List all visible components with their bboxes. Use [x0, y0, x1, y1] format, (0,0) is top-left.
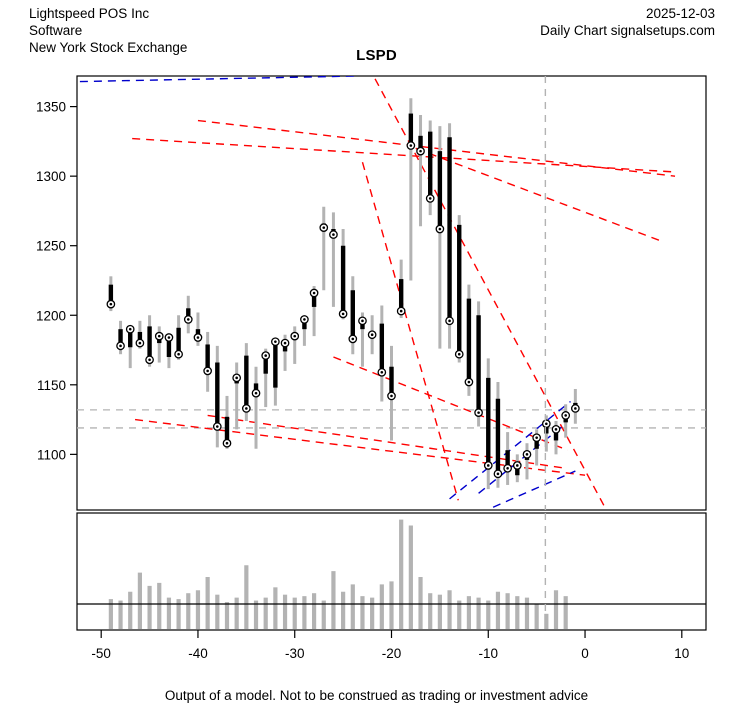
trendline-resistance-8 — [333, 356, 568, 451]
close-dot — [274, 340, 277, 343]
close-dot — [361, 319, 364, 323]
close-dot — [409, 144, 413, 147]
close-dot — [545, 422, 548, 426]
x-tick-label: -40 — [188, 646, 208, 661]
sector-name: Software — [29, 23, 83, 38]
close-dot — [574, 407, 577, 410]
y-tick-label: 1350 — [36, 100, 66, 115]
close-dot — [399, 309, 403, 313]
price-panel-frame — [76, 75, 707, 511]
trendline-resistance-3 — [374, 78, 607, 510]
x-tick-label: -20 — [382, 646, 402, 661]
close-dot — [138, 341, 142, 345]
y-tick-label: 1300 — [36, 169, 66, 184]
close-dot — [448, 319, 451, 323]
close-dot — [206, 369, 209, 373]
close-dot — [380, 370, 384, 374]
close-dot — [157, 334, 161, 338]
y-tick-label: 1100 — [37, 447, 66, 462]
chart-title: LSPD — [356, 47, 397, 64]
close-dot — [196, 336, 200, 339]
y-tick-label: 1250 — [36, 239, 66, 254]
close-dot — [341, 312, 345, 316]
close-dot — [506, 466, 509, 470]
exchange-name: New York Stock Exchange — [29, 40, 188, 55]
close-dot — [254, 391, 258, 395]
close-dot — [467, 380, 471, 384]
x-tick-label: -10 — [479, 646, 499, 661]
close-dot — [428, 197, 432, 200]
trendline-support-2 — [449, 400, 571, 500]
close-dot — [322, 226, 326, 229]
close-dot — [390, 394, 393, 398]
close-dot — [419, 149, 422, 153]
close-dot — [109, 302, 113, 306]
close-dot — [564, 414, 567, 417]
close-dot — [216, 425, 219, 428]
close-dot — [351, 337, 355, 341]
close-dot — [128, 327, 132, 331]
trendline-resistance-5 — [415, 147, 663, 243]
close-dot — [186, 318, 190, 321]
close-dot — [148, 358, 151, 362]
close-dot — [370, 333, 374, 337]
close-dot — [477, 411, 480, 414]
chart-source: Daily Chart signalsetups.com — [540, 23, 715, 38]
trendline-support-4 — [492, 470, 576, 508]
trendline-resistance-7 — [207, 414, 566, 469]
close-dot — [264, 354, 268, 357]
close-dot — [516, 464, 519, 467]
close-dot — [496, 472, 500, 476]
close-dot — [535, 436, 538, 439]
company-name: Lightspeed POS Inc — [29, 6, 150, 21]
header-left: Lightspeed POS Inc Software New York Sto… — [29, 5, 187, 56]
trendline-resistance-6 — [134, 418, 586, 476]
close-dot — [167, 336, 171, 339]
trendline-support-3 — [478, 423, 567, 494]
close-dot — [525, 453, 529, 456]
header-right: 2025-12-03 Daily Chart signalsetups.com — [540, 5, 715, 39]
y-tick-label: 1150 — [37, 378, 66, 393]
chart-disclaimer: Output of a model. Not to be construed a… — [164, 688, 589, 703]
close-dot — [303, 318, 306, 321]
close-dot — [177, 352, 180, 356]
close-dot — [293, 334, 297, 338]
trendline-resistance-4 — [361, 162, 459, 501]
trendline-support-1 — [79, 76, 358, 83]
trendline-resistance-2 — [197, 119, 676, 177]
chart-date: 2025-12-03 — [645, 6, 715, 21]
y-tick-label: 1200 — [36, 308, 66, 323]
x-tick-label: -30 — [285, 646, 305, 661]
trendline-resistance-1 — [132, 137, 676, 173]
close-dot — [119, 344, 122, 348]
close-dot — [554, 428, 558, 431]
close-dot — [332, 233, 335, 236]
x-tick-label: -50 — [91, 646, 111, 661]
close-dot — [283, 341, 287, 345]
x-tick-label: 10 — [674, 646, 689, 661]
x-tick-label: 0 — [581, 646, 589, 661]
close-dot — [245, 407, 248, 410]
close-dot — [457, 352, 461, 356]
close-dot — [312, 291, 316, 295]
close-dot — [235, 376, 238, 380]
close-dot — [486, 464, 490, 467]
close-dot — [438, 227, 442, 231]
close-dot — [225, 441, 229, 445]
